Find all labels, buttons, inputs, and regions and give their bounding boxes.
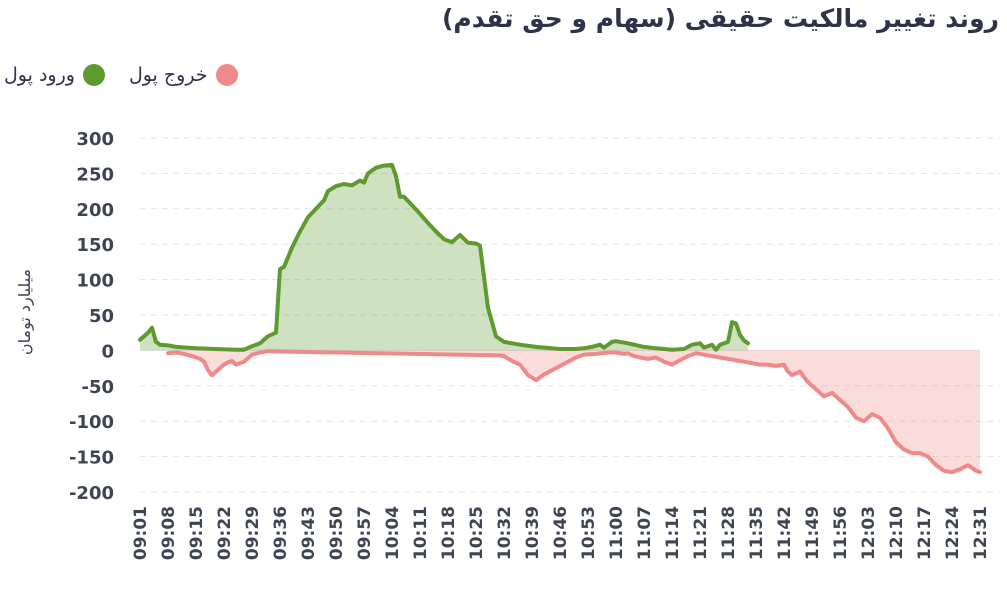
x-tick-label: 09:57	[355, 506, 375, 560]
series-line-outflow[interactable]	[166, 349, 982, 475]
x-tick-label: 12:24	[943, 506, 963, 560]
legend-item-inflow[interactable]: ورود پول	[4, 64, 105, 86]
x-tick-label: 11:35	[747, 506, 767, 560]
legend-swatch-inflow	[82, 64, 105, 86]
x-tick-label: 09:43	[299, 506, 319, 560]
series-area-outflow	[168, 350, 980, 473]
x-tick-label: 10:46	[551, 506, 571, 560]
series-area-inflow	[140, 164, 748, 351]
x-tick-label: 11:21	[691, 506, 711, 560]
x-tick-label: 09:22	[215, 506, 235, 560]
x-tick-label: 09:36	[271, 506, 291, 560]
y-tick-label: -200	[69, 483, 114, 504]
y-axis-label: میلیارد تومان	[15, 269, 35, 355]
x-tick-label: 11:28	[719, 506, 739, 560]
legend-label-inflow: ورود پول	[4, 64, 75, 86]
y-tick-label: 50	[89, 306, 114, 327]
legend-item-outflow[interactable]: خروج پول	[129, 64, 238, 86]
y-axis-ticks: 300 250 200 150 100 50 0 -50 -100 -150 -200	[69, 129, 114, 504]
y-tick-label: -100	[69, 412, 114, 433]
x-tick-label: 09:01	[131, 506, 151, 560]
y-tick-label: 300	[76, 129, 114, 150]
x-tick-label: 10:18	[439, 506, 459, 560]
chart-title: روند تغییر مالکیت حقیقی (سهام و حق تقدم)	[442, 4, 999, 33]
series-lines	[138, 162, 982, 475]
x-tick-label: 11:56	[831, 506, 851, 560]
x-tick-label: 12:10	[887, 506, 907, 560]
chart-legend: خروج پول ورود پول	[4, 64, 238, 86]
x-axis-ticks: 09:01 09:08 09:15 09:22 09:29 09:36 09:43 09:50…	[131, 506, 991, 560]
x-tick-label: 09:15	[187, 506, 207, 560]
x-tick-label: 10:11	[411, 506, 431, 560]
y-tick-label: -50	[81, 377, 114, 398]
x-tick-label: 09:29	[243, 506, 263, 560]
x-tick-label: 10:39	[523, 506, 543, 560]
y-tick-label: 100	[76, 271, 114, 292]
legend-label-outflow: خروج پول	[128, 64, 208, 86]
y-tick-label: -150	[69, 448, 114, 469]
x-tick-label: 11:49	[803, 506, 823, 560]
y-tick-label: 200	[76, 200, 114, 221]
x-tick-label: 12:17	[915, 506, 935, 560]
y-tick-label: 150	[76, 235, 114, 256]
x-tick-label: 10:32	[495, 506, 515, 560]
x-tick-label: 11:42	[775, 506, 795, 560]
x-tick-label: 11:00	[607, 506, 627, 560]
series-line-inflow[interactable]	[138, 162, 750, 352]
x-tick-label: 09:08	[159, 506, 179, 560]
series-fills	[140, 164, 980, 473]
x-tick-label: 12:31	[971, 506, 991, 560]
legend-swatch-outflow	[215, 64, 238, 86]
x-tick-label: 11:14	[663, 506, 683, 560]
grid-lines	[140, 137, 1000, 493]
x-tick-label: 10:04	[383, 506, 403, 560]
x-tick-label: 10:25	[467, 506, 487, 560]
x-tick-label: 11:07	[635, 506, 655, 560]
x-tick-label: 10:53	[579, 506, 599, 560]
x-tick-label: 09:50	[327, 506, 347, 560]
y-tick-label: 0	[101, 341, 114, 362]
x-tick-label: 12:03	[859, 506, 879, 560]
y-tick-label: 250	[76, 164, 114, 185]
